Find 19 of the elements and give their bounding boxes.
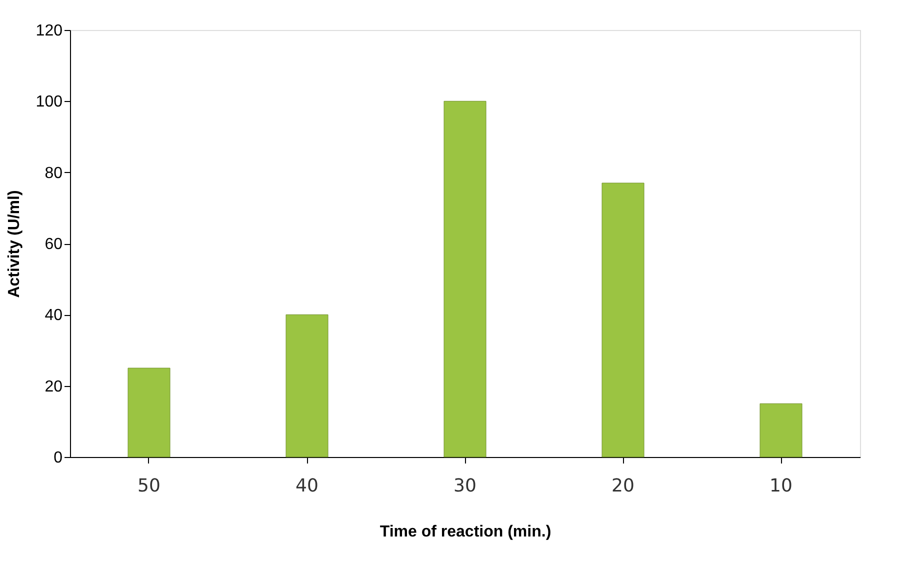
x-tick-label: 30 bbox=[454, 476, 476, 496]
y-tick-label: 80 bbox=[44, 164, 63, 182]
bar bbox=[128, 368, 170, 458]
y-tick-label: 20 bbox=[44, 378, 63, 396]
bar bbox=[286, 314, 328, 458]
y-tick-label: 120 bbox=[36, 22, 63, 40]
x-tick-label: 10 bbox=[770, 476, 792, 496]
y-tick-label: 40 bbox=[44, 307, 63, 324]
y-tick-label: 100 bbox=[36, 94, 63, 111]
y-axis-title: Activity (U/ml) bbox=[6, 190, 23, 298]
bar bbox=[602, 182, 644, 458]
x-tick-label: 40 bbox=[296, 476, 318, 496]
x-tick-label: 20 bbox=[612, 476, 634, 496]
y-tick-label: 0 bbox=[54, 450, 63, 466]
x-tick-label: 50 bbox=[138, 476, 160, 496]
y-tick-label: 60 bbox=[44, 236, 63, 253]
bar bbox=[444, 100, 486, 458]
bar bbox=[760, 403, 802, 458]
x-axis-title: Time of reaction (min.) bbox=[380, 524, 552, 540]
